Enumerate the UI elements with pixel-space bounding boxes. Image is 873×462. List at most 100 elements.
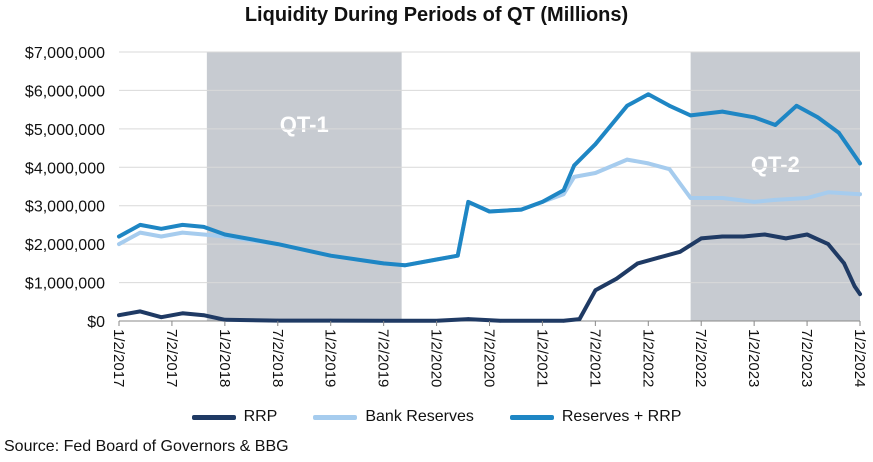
point-reserves-rrp: [646, 92, 651, 97]
point-rrp: [498, 319, 502, 323]
point-reserves-rrp: [794, 104, 799, 108]
point-rrp: [852, 284, 857, 289]
legend: RRP Bank Reserves Reserves + RRP: [0, 408, 873, 426]
y-tick-label: $3,000,000: [25, 199, 105, 216]
point-reserves-rrp: [572, 163, 576, 168]
point-reserves-rrp: [487, 209, 492, 214]
point-rrp: [434, 319, 439, 323]
point-bank-reserves: [201, 232, 206, 237]
point-bank-reserves: [667, 167, 672, 172]
point-rrp: [784, 236, 788, 241]
point-reserves-rrp: [328, 253, 333, 258]
point-reserves-rrp: [815, 115, 820, 120]
x-tick-label: 7/2/2021: [586, 329, 603, 387]
point-reserves-rrp: [381, 261, 386, 266]
point-rrp: [805, 232, 809, 237]
point-rrp: [577, 317, 582, 321]
point-rrp: [678, 250, 682, 254]
point-rrp: [275, 318, 280, 323]
point-rrp: [223, 318, 227, 322]
x-tick-label: 7/2/2023: [798, 329, 815, 387]
x-tick-label: 1/2/2023: [745, 329, 762, 387]
point-reserves-rrp: [720, 109, 725, 114]
point-reserves-rrp: [201, 225, 206, 229]
x-tick-label: 1/2/2018: [216, 329, 233, 387]
point-reserves-rrp: [837, 130, 841, 135]
series-line-rrp: [117, 232, 862, 323]
legend-item-reserves-rrp: Reserves + RRP: [509, 408, 682, 426]
qt-label-2: QT-2: [751, 152, 800, 177]
legend-item-rrp: RRP: [191, 408, 277, 426]
point-rrp: [762, 232, 767, 237]
legend-item-bank-reserves: Bank Reserves: [313, 408, 474, 426]
point-reserves-rrp: [466, 200, 471, 204]
point-bank-reserves: [138, 230, 142, 235]
x-tick-label: 7/2/2019: [375, 329, 392, 387]
point-rrp: [699, 236, 704, 241]
legend-swatch-reserves-rrp: [509, 414, 554, 420]
point-reserves-rrp: [561, 188, 566, 193]
x-tick-label: 1/2/2019: [322, 329, 339, 387]
point-rrp: [540, 319, 545, 323]
point-bank-reserves: [593, 171, 598, 175]
point-rrp: [466, 317, 471, 321]
point-bank-reserves: [805, 196, 809, 200]
point-rrp: [381, 319, 386, 323]
x-tick-label: 1/2/2022: [639, 329, 656, 387]
series-line-reserves-rrp: [117, 92, 862, 268]
x-tick-label: 1/2/2020: [428, 329, 445, 387]
y-tick-label: $7,000,000: [25, 45, 105, 62]
point-rrp: [593, 288, 598, 293]
source-note: Source: Fed Board of Governors & BBG: [4, 438, 289, 455]
point-reserves-rrp: [688, 113, 693, 118]
point-rrp: [720, 234, 725, 239]
point-rrp: [159, 315, 164, 319]
point-reserves-rrp: [138, 223, 142, 227]
point-bank-reserves: [826, 190, 831, 195]
point-bank-reserves: [858, 192, 862, 196]
point-reserves-rrp: [540, 200, 545, 204]
y-tick-label: $6,000,000: [25, 83, 105, 100]
point-bank-reserves: [561, 192, 566, 196]
qt-shade-2: [690, 52, 860, 321]
y-tick-label: $4,000,000: [25, 160, 105, 177]
point-bank-reserves: [572, 175, 576, 179]
point-reserves-rrp: [519, 207, 524, 212]
x-tick-label: 1/2/2021: [533, 329, 550, 387]
legend-label-reserves-rrp: Reserves + RRP: [561, 408, 682, 425]
qt-label-1: QT-1: [280, 112, 329, 137]
point-reserves-rrp: [625, 104, 629, 108]
point-rrp: [201, 313, 206, 318]
point-rrp: [180, 311, 185, 316]
point-reserves-rrp: [403, 263, 407, 268]
x-tick-label: 1/2/2017: [110, 329, 127, 387]
point-bank-reserves: [752, 200, 756, 204]
point-reserves-rrp: [593, 142, 598, 147]
point-bank-reserves: [180, 230, 185, 235]
point-reserves-rrp: [752, 115, 756, 120]
point-reserves-rrp: [455, 253, 460, 258]
x-tick-label: 7/2/2018: [269, 329, 286, 387]
x-tick-label: 7/2/2020: [481, 329, 498, 387]
point-rrp: [635, 261, 640, 266]
point-rrp: [614, 276, 619, 281]
qt-shade-1: [206, 52, 402, 321]
point-rrp: [842, 261, 846, 266]
y-tick-label: $1,000,000: [25, 276, 105, 293]
point-bank-reserves: [117, 242, 121, 246]
point-reserves-rrp: [275, 242, 280, 246]
y-tick-label: $5,000,000: [25, 122, 105, 139]
point-bank-reserves: [646, 161, 651, 166]
point-bank-reserves: [688, 196, 693, 200]
x-tick-label: 1/2/2024: [851, 329, 868, 387]
point-bank-reserves: [720, 196, 725, 200]
point-bank-reserves: [625, 157, 629, 162]
point-reserves-rrp: [667, 104, 672, 108]
legend-swatch-rrp: [191, 414, 236, 420]
point-rrp: [826, 242, 831, 246]
legend-label-bank-reserves: Bank Reserves: [365, 408, 474, 425]
point-rrp: [117, 313, 121, 318]
point-rrp: [657, 255, 661, 260]
point-reserves-rrp: [180, 223, 185, 227]
point-reserves-rrp: [159, 226, 164, 231]
